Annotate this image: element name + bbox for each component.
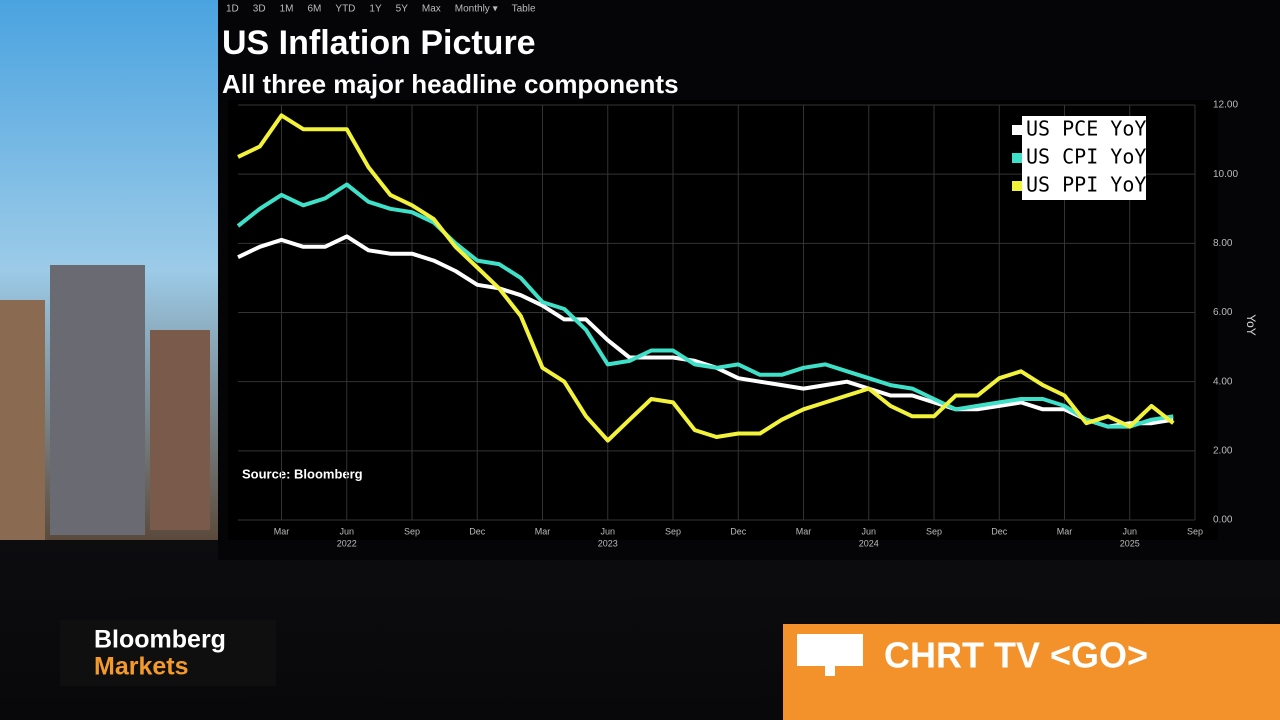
x-tick-label: Jun (339, 526, 354, 536)
toolbar-item[interactable]: YTD (335, 4, 355, 15)
chart-subtitle: All three major headline components (222, 69, 679, 99)
x-tick-label: Sep (404, 526, 420, 536)
toolbar-item[interactable]: 5Y (396, 4, 409, 15)
building (150, 330, 210, 530)
toolbar-item[interactable]: 1D (226, 4, 239, 15)
series-line (236, 182, 1174, 429)
toolbar-item[interactable]: Monthly ▾ (455, 4, 498, 15)
building (50, 265, 145, 535)
x-tick-label: Mar (1057, 526, 1073, 536)
y-tick-label: 0.00 (1213, 515, 1233, 526)
y-tick-label: 2.00 (1213, 445, 1233, 456)
brand-name: Bloomberg (94, 626, 226, 654)
x-tick-label: Mar (796, 526, 812, 536)
legend-label: US CPI YoY (1026, 145, 1146, 169)
x-tick-label: Mar (274, 526, 290, 536)
banner-bg (783, 624, 1280, 720)
x-year-label: 2023 (598, 538, 618, 548)
y-tick-label: 10.00 (1213, 169, 1238, 180)
legend-box (1022, 116, 1146, 200)
banner-text: CHRT TV <GO> (884, 635, 1148, 676)
x-tick-label: Jun (861, 526, 876, 536)
source: Source: Bloomberg (242, 466, 363, 481)
x-tick-label: Sep (1187, 526, 1203, 536)
legend-swatch (1012, 181, 1022, 191)
toolbar-item[interactable]: 1M (280, 4, 294, 15)
building (0, 300, 45, 540)
legend-swatch (1012, 153, 1022, 163)
x-tick-label: Sep (665, 526, 681, 536)
y-tick-label: 12.00 (1213, 100, 1238, 111)
x-year-label: 2025 (1120, 538, 1140, 548)
banner-icon-stand (825, 666, 835, 676)
x-tick-label: Mar (535, 526, 551, 536)
legend-label: US PCE YoY (1026, 117, 1146, 141)
brand-box (60, 620, 276, 686)
banner-icon (797, 634, 863, 666)
series-line (237, 113, 1175, 443)
toolbar-item[interactable]: Max (422, 4, 441, 15)
x-tick-label: Dec (469, 526, 486, 536)
x-tick-label: Sep (926, 526, 942, 536)
legend-swatch (1012, 125, 1022, 135)
chart-title: US Inflation Picture (222, 24, 536, 62)
toolbar-item[interactable]: 1Y (369, 4, 382, 15)
y-tick-label: 4.00 (1213, 376, 1233, 387)
x-year-label: 2024 (859, 538, 879, 548)
toolbar-item[interactable]: 6M (308, 4, 322, 15)
y-axis-label: YoY (1244, 314, 1258, 336)
toolbar-item[interactable]: 3D (253, 4, 266, 15)
x-tick-label: Dec (730, 526, 747, 536)
x-tick-label: Dec (991, 526, 1008, 536)
toolbar-item[interactable]: Table (512, 4, 536, 15)
y-tick-label: 8.00 (1213, 238, 1233, 249)
x-year-label: 2022 (337, 538, 357, 548)
x-tick-label: Jun (600, 526, 615, 536)
x-tick-label: Jun (1122, 526, 1137, 536)
brand-channel: Markets (94, 653, 189, 681)
legend-label: US PPI YoY (1026, 173, 1146, 197)
y-tick-label: 6.00 (1213, 307, 1233, 318)
